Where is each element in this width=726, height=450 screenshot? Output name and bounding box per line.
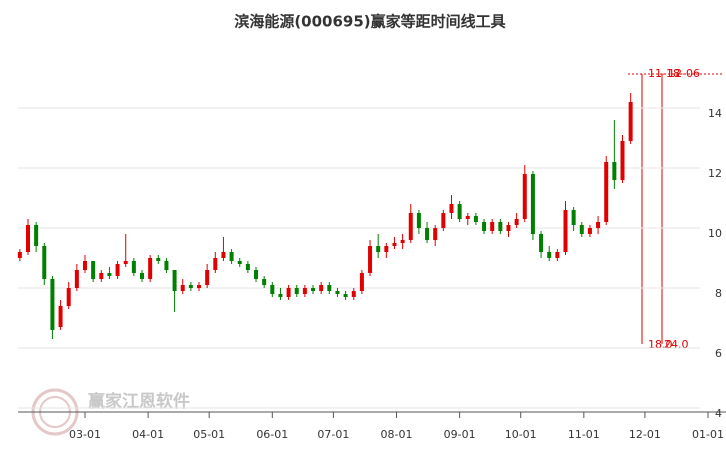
candle-body: [530, 174, 535, 234]
candle-body: [83, 261, 87, 270]
candle-body: [587, 228, 592, 234]
candle-body: [522, 174, 527, 219]
candle-body: [425, 228, 430, 240]
candle-body: [221, 252, 226, 258]
candle-body: [392, 243, 397, 246]
candle-body: [343, 294, 348, 297]
candle-body: [25, 225, 30, 252]
candle-body: [42, 246, 47, 279]
candle-body: [376, 246, 381, 252]
candle-body: [416, 213, 421, 228]
candle-body: [156, 258, 161, 261]
candle-body: [148, 258, 153, 279]
candle-body: [188, 285, 193, 288]
candle-body: [473, 216, 478, 222]
y-tick-label: 12: [708, 167, 722, 180]
candle-body: [278, 294, 283, 297]
candle-body: [449, 204, 454, 213]
candle-body: [123, 261, 128, 264]
candle-body: [384, 246, 389, 252]
candle-body: [237, 261, 242, 264]
candle-body: [107, 273, 112, 276]
candle-body: [197, 285, 202, 288]
candle-body: [327, 285, 332, 291]
y-tick-label: 10: [708, 227, 722, 240]
candle-body: [400, 240, 405, 243]
candle-body: [490, 222, 495, 231]
x-tick-label: 08-01: [381, 428, 413, 441]
candle-body: [91, 261, 96, 279]
candle-body: [262, 279, 267, 285]
candle-body: [311, 288, 316, 291]
x-tick-label: 06-01: [256, 428, 288, 441]
candle-body: [335, 291, 340, 294]
candle-body: [164, 261, 169, 270]
x-tick-label: 03-01: [69, 428, 101, 441]
candle-body: [66, 288, 71, 306]
candle-body: [579, 225, 584, 234]
candle-body: [351, 291, 356, 297]
candle-body: [506, 225, 511, 231]
candle-body: [131, 261, 136, 273]
candle-body: [482, 222, 487, 231]
candle-body: [563, 210, 568, 252]
candle-body: [302, 288, 307, 294]
candle-body: [213, 258, 218, 270]
candle-body: [596, 222, 601, 228]
candle-body: [547, 252, 552, 258]
candle-body: [74, 270, 79, 288]
candle-body: [99, 273, 104, 279]
candle-body: [539, 234, 544, 252]
x-tick-label: 05-01: [193, 428, 225, 441]
candle-body: [286, 288, 291, 297]
candle-body: [457, 204, 462, 219]
annotation: 24.0: [664, 338, 689, 351]
candle-body: [172, 270, 177, 291]
x-tick-label: 12-01: [629, 428, 661, 441]
candle-body: [294, 288, 299, 294]
annotation: 12-06: [668, 67, 700, 80]
candle-body: [270, 285, 275, 294]
candle-body: [604, 162, 609, 222]
candle-body: [368, 246, 373, 273]
x-tick-label: 09-01: [444, 428, 476, 441]
candle-body: [571, 210, 576, 225]
candle-body: [498, 222, 503, 231]
candle-body: [245, 264, 250, 270]
candle-body: [359, 273, 364, 291]
candle-body: [180, 285, 185, 291]
candle-body: [34, 225, 39, 246]
y-tick-label: 14: [708, 107, 722, 120]
candle-body: [140, 273, 145, 279]
candle-body: [612, 162, 617, 180]
chart-title: 滨海能源(000695)赢家等距时间线工具: [234, 13, 505, 31]
candle-body: [433, 228, 438, 240]
candle-body: [319, 285, 324, 291]
candle-body: [408, 213, 413, 240]
candle-body: [205, 270, 210, 285]
candle-body: [514, 219, 519, 225]
annotation: 11-18: [648, 67, 680, 80]
candle-body: [17, 252, 22, 258]
candle-body: [555, 252, 560, 258]
y-tick-label: 6: [715, 347, 722, 360]
candle-body: [620, 141, 625, 180]
y-tick-label: 8: [715, 287, 722, 300]
watermark: 赢家江恩软件: [88, 391, 190, 412]
x-tick-label: 04-01: [132, 428, 164, 441]
x-tick-label: 01-01: [692, 428, 724, 441]
candle-body: [58, 306, 63, 327]
candle-body: [115, 264, 120, 276]
candle-body: [229, 252, 234, 261]
x-tick-label: 07-01: [317, 428, 349, 441]
candle-body: [465, 216, 470, 219]
candle-body: [50, 279, 55, 330]
candle-body: [628, 102, 633, 141]
x-tick-label: 11-01: [568, 428, 600, 441]
candle-body: [441, 213, 446, 228]
x-tick-label: 10-01: [505, 428, 537, 441]
candle-body: [254, 270, 259, 279]
y-tick-label: 4: [715, 407, 722, 420]
